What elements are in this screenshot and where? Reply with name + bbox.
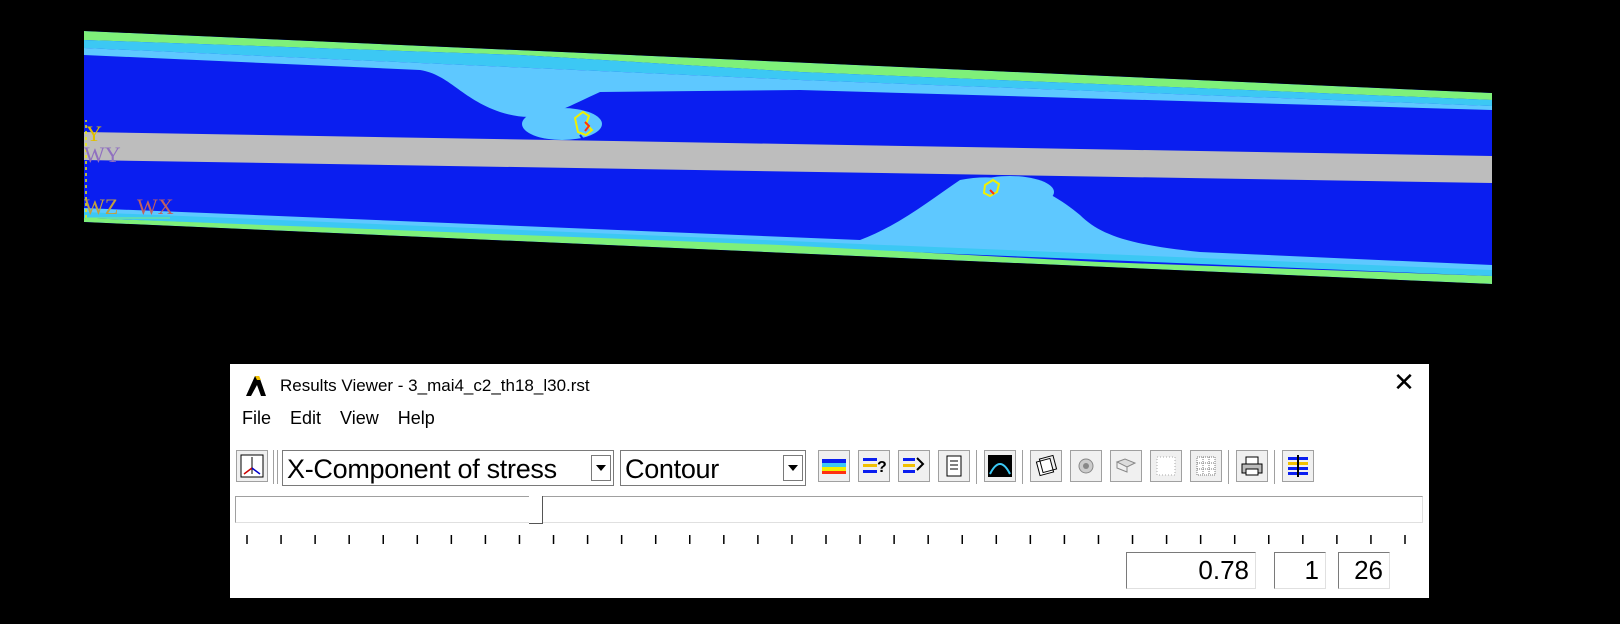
contour-band-cyan-top xyxy=(84,40,1492,106)
triad-label-wy: WY xyxy=(84,142,121,167)
contour-band-gray xyxy=(84,132,1492,183)
menu-help[interactable]: Help xyxy=(397,408,435,428)
list-results-icon xyxy=(946,455,962,477)
contour-band-cyan-bottom xyxy=(84,212,1492,276)
triad-label-y: Y xyxy=(86,121,102,146)
layers-button[interactable] xyxy=(1282,450,1314,482)
slider-ticks xyxy=(246,535,1406,544)
image-icon xyxy=(1115,458,1137,473)
contour-viewport[interactable]: Y WY WZ WX xyxy=(0,0,1620,330)
animate-button[interactable] xyxy=(1030,450,1062,482)
menu-file[interactable]: File xyxy=(242,408,272,428)
svg-text:?: ? xyxy=(877,459,887,476)
plot-results-icon xyxy=(240,454,264,478)
menu-edit[interactable]: Edit xyxy=(290,408,322,428)
contour-legend-icon xyxy=(822,459,846,474)
contour-band-green-bottom xyxy=(84,218,1492,284)
grid-button[interactable] xyxy=(1150,450,1182,482)
toolbar: X-Component of stress Contour xyxy=(236,450,1421,490)
menu-view[interactable]: View xyxy=(340,408,379,428)
window-title: Results Viewer - 3_mai4_c2_th18_l30.rst xyxy=(280,376,590,395)
query-results-2-button[interactable] xyxy=(898,450,930,482)
capture-button[interactable] xyxy=(1070,450,1102,482)
stress-hotspot-left xyxy=(573,110,594,140)
triad-label-wz: WZ xyxy=(84,194,118,219)
query-results-2-icon xyxy=(903,457,925,473)
layers-icon xyxy=(1288,455,1308,477)
print-icon xyxy=(1241,456,1263,476)
capture-icon xyxy=(1078,458,1094,474)
contour-band-green-top xyxy=(84,31,1492,100)
result-item-value: X-Component of stress xyxy=(287,454,557,484)
image-button[interactable] xyxy=(1110,450,1142,482)
dense-grid-icon xyxy=(1196,456,1216,476)
coordinate-triad: Y WY WZ WX xyxy=(84,120,174,219)
ansys-logo-icon xyxy=(246,376,266,396)
step-value-field[interactable]: 1 xyxy=(1274,552,1326,589)
title-bar[interactable]: Results Viewer - 3_mai4_c2_th18_l30.rst … xyxy=(230,364,1429,400)
close-button[interactable]: ✕ xyxy=(1379,364,1429,400)
contour-legend-button[interactable] xyxy=(818,450,850,482)
list-results-button[interactable] xyxy=(938,450,970,482)
animation-slider[interactable] xyxy=(235,496,1423,526)
time-value-field[interactable]: 0.78 xyxy=(1126,552,1256,589)
animate-icon xyxy=(1035,454,1058,477)
triad-label-wx: WX xyxy=(137,194,174,219)
query-results-button[interactable]: ? xyxy=(858,450,890,482)
close-icon: ✕ xyxy=(1393,366,1415,397)
stress-contour-beam xyxy=(84,31,1492,284)
plot-type-value: Contour xyxy=(625,454,719,484)
menu-bar: File Edit View Help xyxy=(230,405,442,431)
query-results-icon: ? xyxy=(863,458,887,476)
plot-type-select[interactable]: Contour xyxy=(620,450,806,486)
chevron-down-icon[interactable] xyxy=(591,455,611,481)
slider-track[interactable] xyxy=(235,496,1423,523)
total-steps-field[interactable]: 26 xyxy=(1338,552,1390,589)
contour-notch-left xyxy=(522,108,602,140)
contour-lobe-upper xyxy=(84,48,1492,117)
plot-results-button[interactable] xyxy=(236,450,268,482)
grid-icon xyxy=(1156,456,1176,476)
chevron-down-icon[interactable] xyxy=(783,455,803,481)
contour-notch-right xyxy=(966,176,1054,208)
print-button[interactable] xyxy=(1236,450,1268,482)
contour-lobe-lower xyxy=(84,177,1492,272)
slider-thumb[interactable] xyxy=(528,496,543,524)
graph-button[interactable] xyxy=(984,450,1016,482)
graph-icon xyxy=(988,455,1012,477)
result-item-select[interactable]: X-Component of stress xyxy=(282,450,614,486)
dense-grid-button[interactable] xyxy=(1190,450,1222,482)
stress-hotspot-right xyxy=(982,178,1001,198)
results-viewer-window: Results Viewer - 3_mai4_c2_th18_l30.rst … xyxy=(230,364,1429,598)
